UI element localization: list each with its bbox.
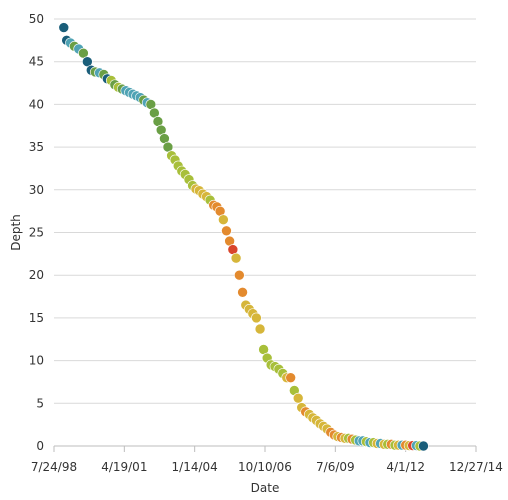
x-axis-title: Date: [251, 481, 280, 495]
y-tick-label: 45: [29, 55, 44, 69]
x-tick-label: 1/14/04: [172, 460, 218, 474]
x-tick-label: 4/19/01: [101, 460, 147, 474]
y-axis-title: Depth: [9, 214, 23, 251]
y-tick-label: 10: [29, 354, 44, 368]
data-point[interactable]: [218, 214, 229, 225]
x-tick-label: 4/1/12: [386, 460, 425, 474]
y-tick-label: 15: [29, 311, 44, 325]
data-point[interactable]: [418, 440, 429, 452]
y-tick-label: 35: [29, 140, 44, 154]
x-tick-label: 7/24/98: [31, 460, 77, 474]
data-point[interactable]: [234, 269, 245, 281]
data-point[interactable]: [58, 22, 70, 33]
x-tick-label: 10/10/06: [238, 460, 292, 474]
y-tick-label: 50: [29, 12, 44, 26]
data-point[interactable]: [237, 286, 248, 298]
x-tick-label: 12/27/14: [449, 460, 503, 474]
data-point[interactable]: [254, 323, 266, 335]
point-layer: [58, 22, 429, 452]
y-tick-label: 40: [29, 97, 44, 111]
x-tick-label: 7/6/09: [316, 460, 355, 474]
data-point[interactable]: [221, 225, 232, 237]
data-point[interactable]: [251, 312, 262, 324]
y-tick-label: 20: [29, 268, 44, 282]
data-point[interactable]: [285, 372, 296, 383]
y-tick-label: 0: [36, 439, 44, 453]
data-point[interactable]: [230, 252, 242, 264]
data-point[interactable]: [292, 392, 304, 404]
y-tick-label: 5: [36, 396, 44, 410]
grid-layer: [54, 18, 476, 404]
label-layer: 0 5 10 15 20 25 30 35 40 45 50 7/24/98 4/19/01 1/14/0…: [29, 12, 503, 474]
y-tick-label: 25: [29, 226, 44, 240]
y-tick-label: 30: [29, 183, 44, 197]
